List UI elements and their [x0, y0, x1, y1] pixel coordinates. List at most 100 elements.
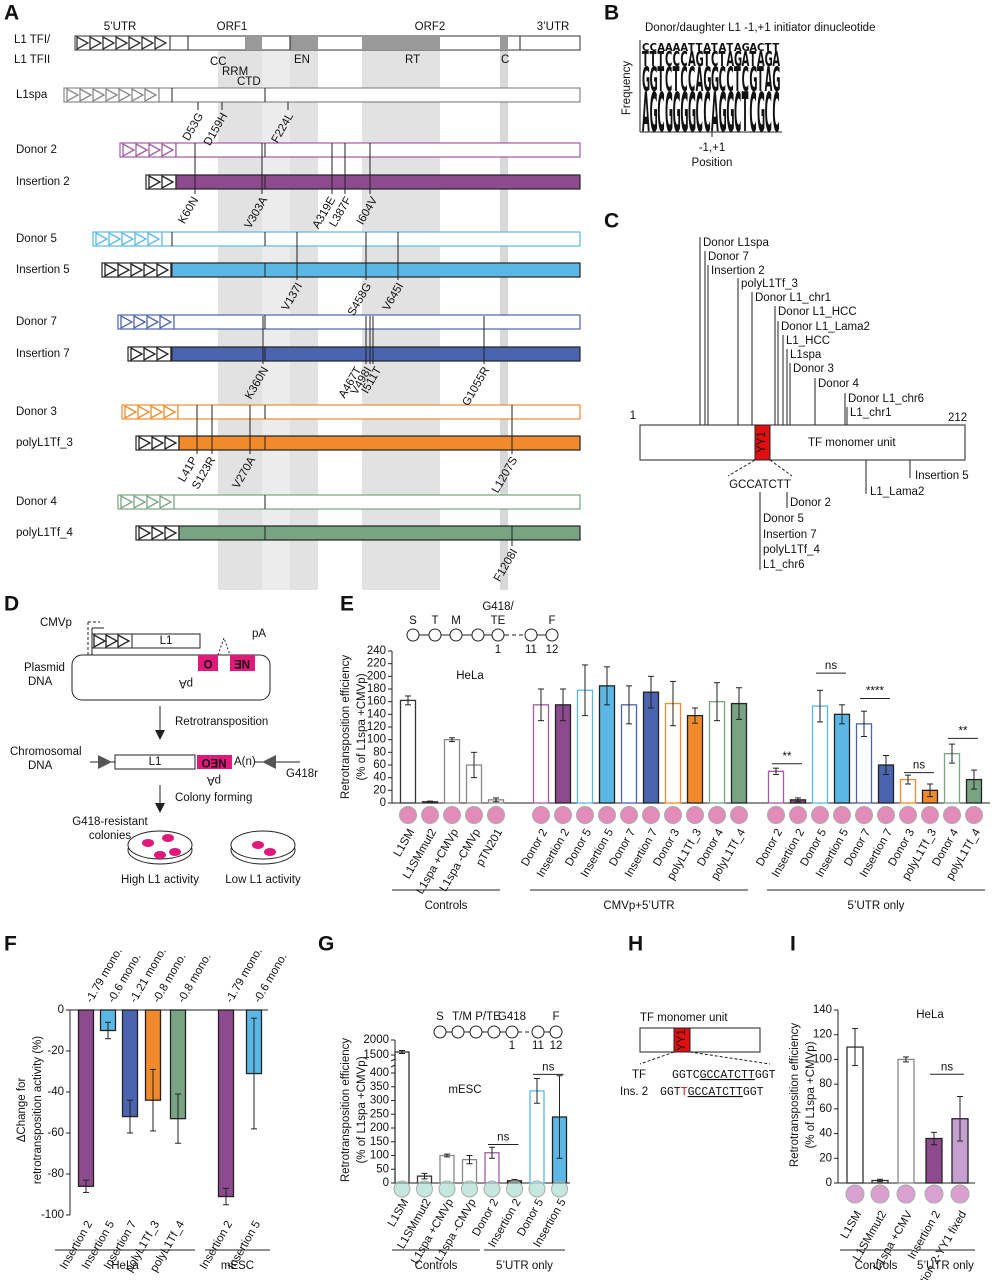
- gene-body: [173, 314, 581, 330]
- colony-dish: [399, 806, 417, 824]
- neo-part: O: [203, 657, 212, 669]
- group-label: HeLa: [111, 1260, 139, 1272]
- panel-label: I: [790, 933, 796, 956]
- bar: [399, 699, 417, 804]
- logo-letter: C: [680, 60, 687, 99]
- utr-repeat: [134, 231, 148, 247]
- bar: [77, 1009, 95, 1187]
- row-label: Donor 7: [16, 316, 57, 328]
- logo-letter: T: [688, 42, 696, 55]
- y-tick-label: 120: [813, 1029, 832, 1041]
- seq-part: GCCATCTT: [688, 1086, 743, 1099]
- logo-letter: T: [726, 42, 734, 55]
- logo-letter: G: [734, 47, 742, 71]
- sig-label: **: [959, 725, 968, 737]
- y-tick-label: 2000: [363, 1034, 389, 1046]
- y-tick-label: 40: [373, 772, 386, 784]
- logo-letter: C: [688, 60, 695, 99]
- unit-label: TF monomer unit: [808, 437, 896, 449]
- neo-part: NE: [234, 657, 250, 669]
- utr-repeat: [120, 494, 134, 510]
- y-tick-label: 0: [826, 1177, 832, 1189]
- utr-repeat: [76, 35, 90, 51]
- end-label: 212: [948, 412, 967, 424]
- construct-label: TE: [491, 615, 506, 627]
- bar: [686, 714, 704, 804]
- utr-repeat: [156, 346, 170, 362]
- colony-dish: [465, 806, 483, 824]
- row-label: L1 TFII: [14, 54, 50, 66]
- sig-label: ns: [941, 1061, 953, 1073]
- sig-label: ns: [913, 760, 925, 772]
- logo-letter: A: [665, 42, 674, 55]
- colony-dish: [551, 1180, 568, 1198]
- colonies-label: colonies: [89, 830, 131, 842]
- seq-part: GCCATCTT: [700, 1069, 755, 1082]
- y-tick-label: 100: [367, 734, 386, 746]
- colony-dish: [921, 806, 939, 824]
- site-label: Donor 2: [790, 497, 831, 509]
- construct-node: [469, 1025, 483, 1039]
- colony-dish: [877, 806, 895, 824]
- utr-repeat: [108, 231, 122, 247]
- colony-dish: [528, 1180, 546, 1198]
- utr-repeat: [161, 142, 175, 158]
- group-label: Controls: [415, 1260, 458, 1272]
- chart-title: HeLa: [916, 1009, 944, 1021]
- sig-label: ns: [825, 660, 837, 672]
- x-tick-label: -1,+1: [699, 142, 726, 154]
- utr-repeat: [144, 87, 158, 103]
- logo-letter: T: [673, 60, 680, 99]
- logo-letter: C: [650, 42, 657, 55]
- y-tick-label: 80: [819, 1078, 832, 1090]
- y-tick-label: 200: [367, 670, 386, 682]
- row-label: L1spa: [16, 89, 48, 101]
- pa-label: pA: [207, 774, 221, 786]
- site-label: L1_chr6: [763, 559, 805, 571]
- construct-node: [487, 1025, 501, 1039]
- construct-number: 11: [532, 1040, 544, 1052]
- colony-dish: [393, 1180, 411, 1198]
- utr-repeat: [133, 314, 147, 330]
- colony-dish: [642, 806, 660, 824]
- site-label: L1_HCC: [786, 335, 830, 347]
- y-label: (% of L1spa +CMVp): [805, 1041, 817, 1148]
- yy1-label: YY1: [756, 431, 768, 453]
- neo-box: [197, 755, 232, 769]
- logo-letter: G: [642, 60, 650, 99]
- domain-label: RT: [405, 54, 420, 66]
- y-label: (% of L1spa +CMVp): [356, 673, 368, 780]
- tsd: [262, 755, 276, 769]
- y-label: Frequency: [621, 61, 633, 116]
- utr-repeat: [130, 262, 144, 278]
- utr-repeat: [164, 435, 178, 451]
- utr-repeat: [120, 314, 134, 330]
- construct-number: 1: [509, 1040, 515, 1052]
- construct-node: [433, 1025, 447, 1039]
- utr-repeat: [118, 87, 132, 103]
- colony-dish: [554, 806, 572, 824]
- y-label: retrotransposition activity (%): [32, 1036, 44, 1184]
- site-label: L1spa: [790, 349, 822, 361]
- site-label: Insertion 2: [711, 265, 765, 277]
- construct-node: [531, 1025, 545, 1039]
- chromosomal-label: Chromosomal: [10, 746, 82, 758]
- l1-label: L1: [160, 635, 173, 647]
- domain-label: CTD: [237, 76, 261, 88]
- mutation-label: D53G: [181, 111, 206, 143]
- construct-label: F: [552, 1011, 559, 1023]
- colony: [162, 834, 174, 842]
- y-tick-label: 240: [367, 645, 386, 657]
- dash: [727, 459, 756, 477]
- colony: [142, 839, 154, 847]
- domain-label: CC: [210, 56, 227, 68]
- y-tick-label: -60: [47, 1127, 64, 1139]
- logo-letter: G: [665, 81, 673, 145]
- colony-dish: [416, 1180, 433, 1198]
- seq-part: GGT: [743, 1086, 764, 1099]
- utr-repeat: [124, 404, 138, 420]
- utr-repeat: [143, 346, 157, 362]
- construct-number: 12: [550, 1040, 563, 1052]
- y-label: (% of L1spa +CMVp): [356, 1056, 368, 1163]
- logo-letter: C: [719, 60, 726, 99]
